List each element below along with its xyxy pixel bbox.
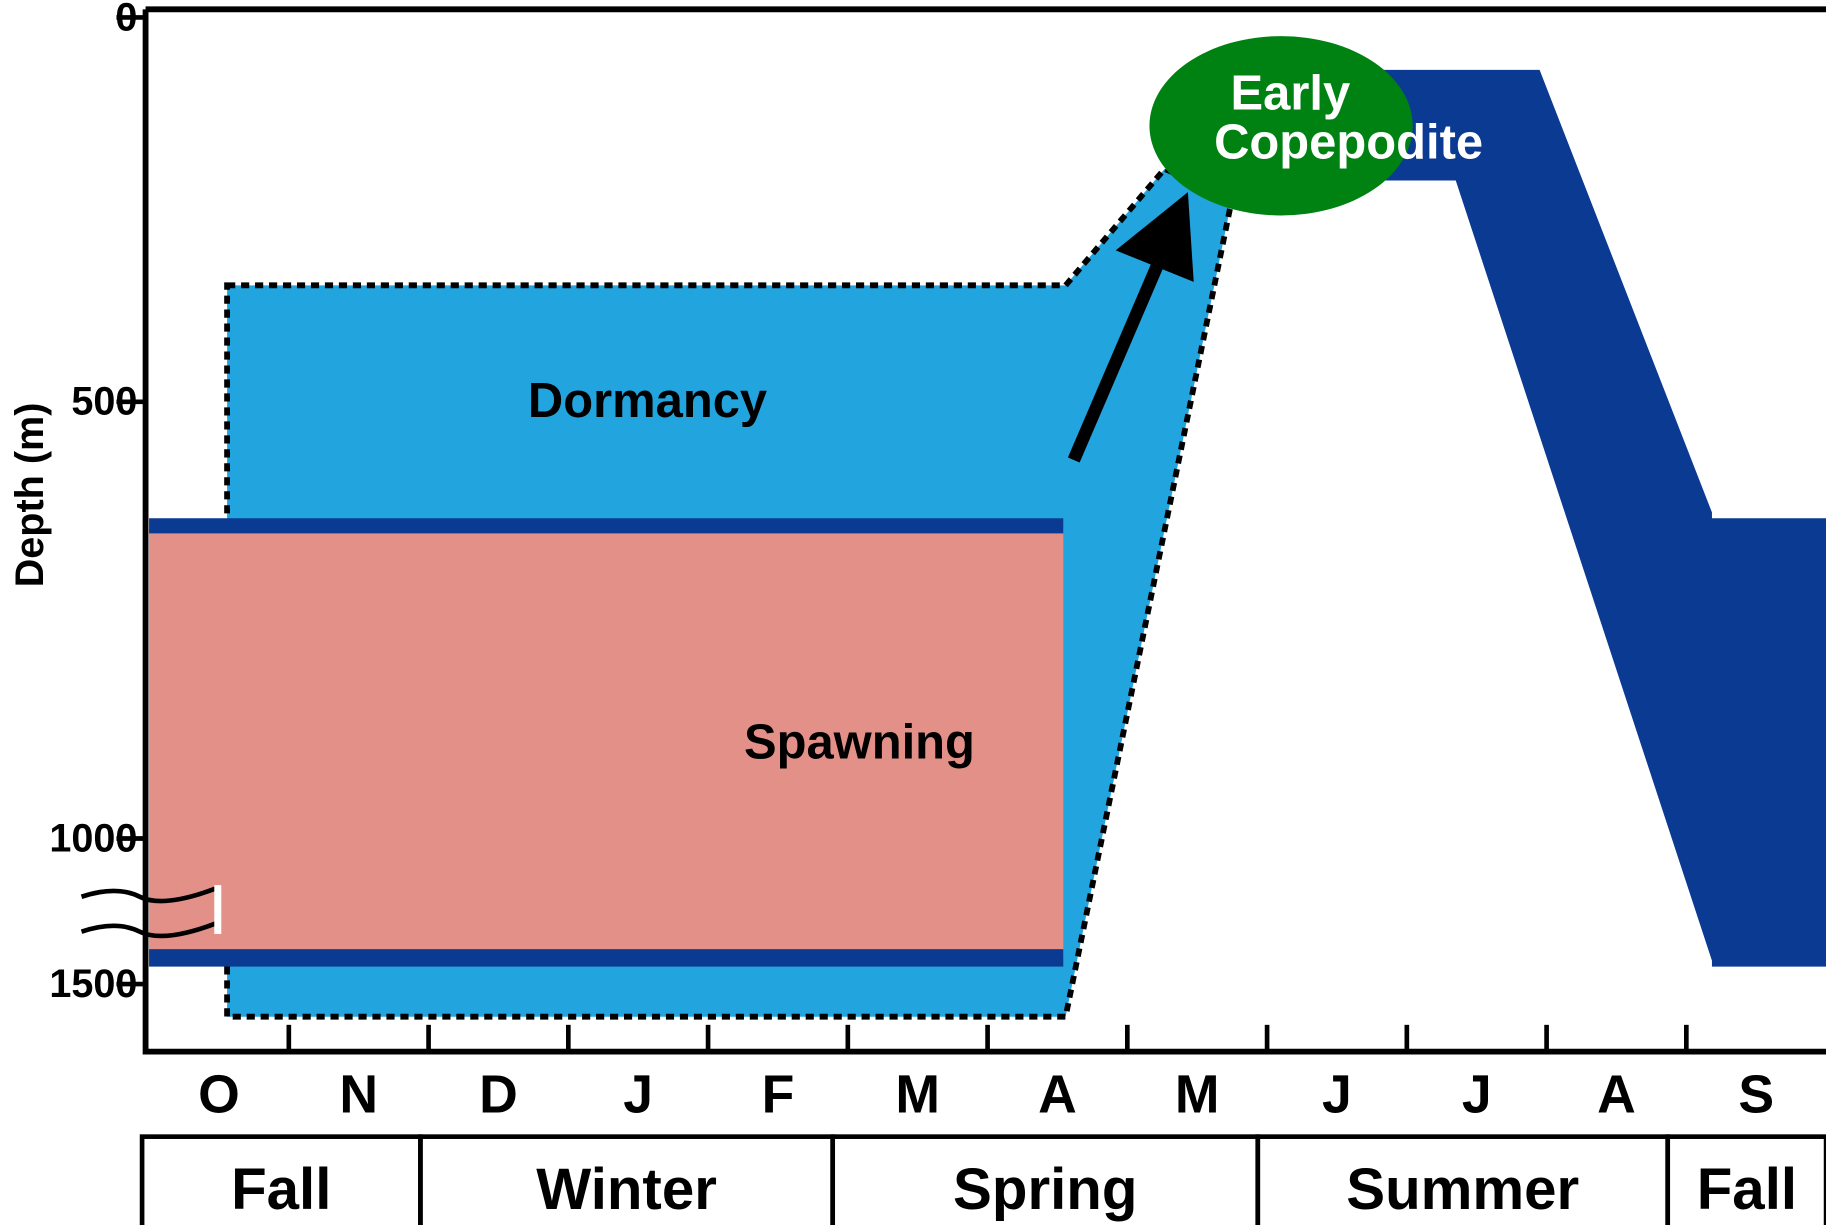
copepodite-label: Copepodite	[1214, 115, 1483, 169]
dormancy-label: Dormancy	[528, 374, 767, 428]
y-tick-label: 500	[71, 380, 137, 424]
spawning-region	[149, 526, 1064, 958]
copepodite-label: Early	[1231, 67, 1351, 121]
month-label: A	[1597, 1065, 1636, 1124]
season-label: Winter	[536, 1157, 717, 1222]
y-tick-label: 1500	[49, 962, 137, 1006]
season-box	[1665, 1134, 1826, 1225]
month-label: D	[479, 1065, 518, 1124]
month-label: A	[1038, 1065, 1077, 1124]
season-label: Fall	[1697, 1157, 1797, 1222]
copepodite-ellipse	[1149, 36, 1413, 216]
month-label: N	[339, 1065, 378, 1124]
month-label: J	[623, 1065, 653, 1124]
y-tick-label: 0	[115, 0, 137, 39]
spawning-label: Spawning	[744, 715, 975, 769]
axis-break	[80, 886, 217, 939]
month-label: S	[1738, 1065, 1774, 1124]
y-tick-label: 1000	[49, 816, 137, 860]
spawning-bottom-band	[149, 949, 1064, 967]
month-label: M	[1175, 1065, 1220, 1124]
summer-depth-band	[1380, 69, 1826, 967]
month-label: F	[762, 1065, 795, 1124]
diagram-body: Dormancy Spawning Early Copepodite Depth…	[8, 0, 1826, 1225]
season-label: Summer	[1346, 1157, 1579, 1222]
spawning-top-band	[149, 518, 1064, 534]
month-label: O	[198, 1065, 240, 1124]
month-label: M	[895, 1065, 940, 1124]
arrow-shaft	[1067, 251, 1169, 463]
season-label: Spring	[953, 1157, 1137, 1222]
arrow-head	[1115, 192, 1194, 282]
month-label: J	[1462, 1065, 1492, 1124]
y-axis-label: Depth (m)	[8, 403, 52, 588]
month-label: J	[1322, 1065, 1352, 1124]
season-label: Fall	[231, 1157, 331, 1222]
